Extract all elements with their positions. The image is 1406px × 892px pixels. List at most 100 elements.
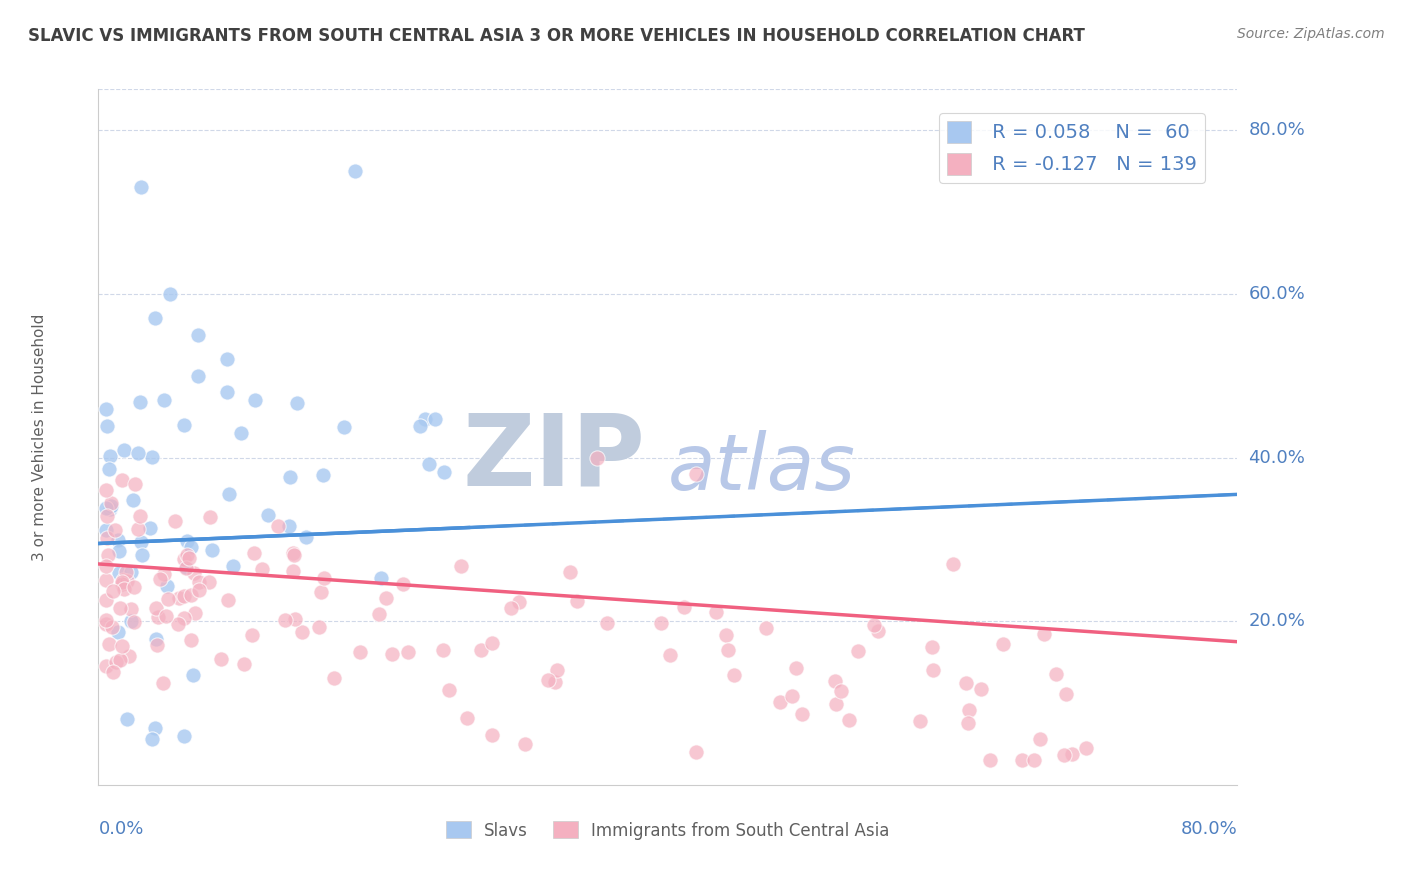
Point bbox=[312, 570, 335, 584]
Point bbox=[343, 164, 366, 178]
Point bbox=[955, 676, 977, 690]
Text: Source: ZipAtlas.com: Source: ZipAtlas.com bbox=[1237, 27, 1385, 41]
Text: 60.0%: 60.0% bbox=[1249, 285, 1305, 303]
Point bbox=[174, 560, 197, 574]
Point bbox=[115, 566, 138, 580]
Point bbox=[1011, 753, 1033, 767]
Point bbox=[110, 653, 132, 667]
Point bbox=[278, 518, 301, 533]
Point bbox=[145, 721, 167, 735]
Point bbox=[127, 446, 149, 460]
Point bbox=[122, 615, 145, 630]
Point bbox=[129, 535, 152, 549]
Point bbox=[1076, 740, 1098, 755]
Point bbox=[209, 652, 232, 666]
Point bbox=[94, 523, 117, 537]
Point bbox=[1054, 687, 1077, 701]
Point bbox=[1033, 627, 1056, 641]
Text: SLAVIC VS IMMIGRANTS FROM SOUTH CENTRAL ASIA 3 OR MORE VEHICLES IN HOUSEHOLD COR: SLAVIC VS IMMIGRANTS FROM SOUTH CENTRAL … bbox=[28, 27, 1085, 45]
Point bbox=[1029, 732, 1052, 747]
Point bbox=[423, 411, 446, 425]
Point bbox=[105, 655, 128, 669]
Point bbox=[112, 582, 135, 596]
Point bbox=[957, 703, 980, 717]
Point bbox=[232, 657, 254, 671]
Point bbox=[780, 690, 803, 704]
Point bbox=[868, 624, 890, 639]
Point bbox=[94, 483, 117, 498]
Point bbox=[184, 607, 207, 621]
Point bbox=[650, 616, 672, 631]
Point bbox=[280, 469, 302, 483]
Point bbox=[111, 577, 134, 591]
Point bbox=[94, 659, 117, 673]
Point bbox=[145, 311, 167, 326]
Text: ZIP: ZIP bbox=[463, 409, 645, 507]
Point bbox=[333, 420, 356, 434]
Point bbox=[187, 327, 209, 342]
Point bbox=[103, 665, 125, 679]
Point bbox=[173, 417, 195, 432]
Point bbox=[110, 473, 132, 487]
Point bbox=[112, 442, 135, 457]
Point bbox=[824, 674, 846, 689]
Point bbox=[830, 684, 852, 698]
Point bbox=[508, 595, 530, 609]
Point bbox=[100, 499, 122, 513]
Point bbox=[122, 492, 145, 507]
Point bbox=[167, 616, 190, 631]
Point bbox=[180, 632, 202, 647]
Point bbox=[156, 592, 179, 607]
Point bbox=[124, 477, 146, 491]
Point bbox=[308, 620, 330, 634]
Point bbox=[131, 548, 153, 562]
Point bbox=[281, 546, 304, 560]
Text: 80.0%: 80.0% bbox=[1249, 121, 1305, 139]
Point bbox=[108, 566, 131, 580]
Point bbox=[94, 402, 117, 417]
Point bbox=[96, 532, 118, 546]
Point bbox=[921, 663, 943, 677]
Point bbox=[149, 572, 172, 586]
Point bbox=[432, 643, 454, 657]
Point bbox=[672, 600, 695, 615]
Point bbox=[537, 673, 560, 687]
Point bbox=[256, 508, 278, 523]
Point bbox=[94, 558, 117, 573]
Point bbox=[706, 605, 728, 619]
Point bbox=[242, 628, 264, 642]
Point bbox=[437, 682, 460, 697]
Point bbox=[115, 574, 138, 588]
Point bbox=[198, 510, 221, 524]
Point bbox=[146, 610, 169, 624]
Point bbox=[187, 574, 209, 589]
Point bbox=[167, 591, 190, 605]
Text: 80.0%: 80.0% bbox=[1181, 820, 1237, 838]
Point bbox=[792, 706, 814, 721]
Point bbox=[1060, 747, 1083, 762]
Point bbox=[838, 714, 860, 728]
Point bbox=[94, 592, 117, 607]
Point bbox=[153, 566, 176, 581]
Point bbox=[979, 753, 1001, 767]
Point bbox=[152, 676, 174, 690]
Point bbox=[717, 642, 740, 657]
Point bbox=[862, 618, 884, 632]
Point bbox=[159, 286, 181, 301]
Point bbox=[198, 575, 221, 590]
Point bbox=[409, 418, 432, 433]
Point bbox=[218, 487, 240, 501]
Point bbox=[281, 565, 304, 579]
Point bbox=[991, 638, 1014, 652]
Point bbox=[222, 559, 245, 574]
Point bbox=[285, 396, 308, 410]
Text: 0.0%: 0.0% bbox=[98, 820, 143, 838]
Point bbox=[98, 462, 121, 476]
Point bbox=[396, 645, 419, 659]
Point bbox=[111, 640, 134, 654]
Point bbox=[785, 661, 807, 675]
Point bbox=[201, 543, 224, 558]
Point bbox=[956, 716, 979, 731]
Point bbox=[433, 465, 456, 479]
Point bbox=[418, 457, 440, 471]
